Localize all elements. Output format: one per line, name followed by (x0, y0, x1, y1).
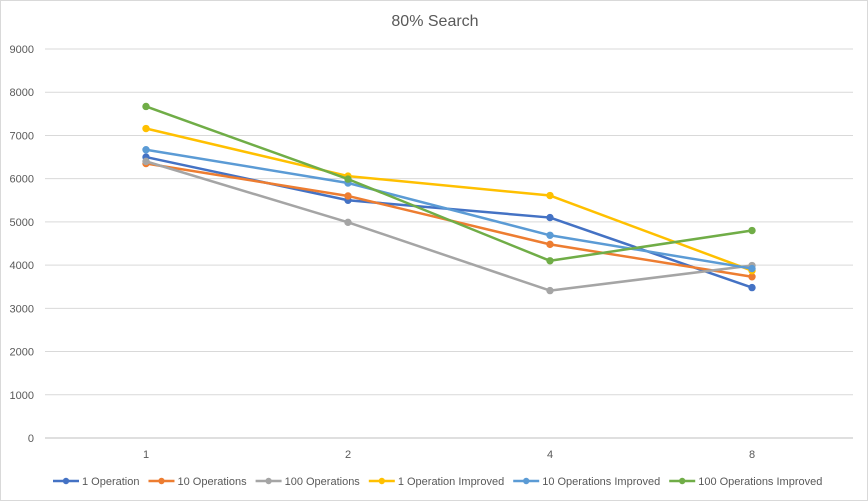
data-point (546, 231, 554, 239)
y-tick-label: 4000 (10, 260, 34, 272)
gridlines (45, 48, 853, 439)
legend-label: 100 Operations Improved (698, 476, 822, 488)
y-tick-label: 3000 (10, 303, 34, 315)
y-tick-label: 8000 (10, 87, 34, 99)
data-point (546, 213, 554, 222)
x-tick-label: 8 (749, 449, 755, 461)
y-tick-label: 5000 (10, 217, 34, 229)
y-tick-label: 2000 (10, 347, 34, 359)
chart-title: 80% Search (391, 13, 479, 30)
series-10-operations-improved (142, 146, 756, 273)
data-point (748, 283, 756, 292)
legend-marker (62, 477, 70, 485)
legend: 1 Operation 10 Operations 100 Operations 1 … (53, 476, 822, 488)
data-point (344, 175, 352, 183)
y-tick-label: 6000 (10, 174, 34, 186)
legend-label: 1 Operation Improved (398, 476, 504, 488)
series-line (144, 127, 754, 272)
legend-marker (523, 477, 530, 485)
data-point (546, 257, 554, 265)
data-point (748, 226, 756, 235)
legend-label: 10 Operations (177, 476, 247, 488)
data-point (546, 286, 554, 295)
data-point (142, 146, 150, 154)
legend-label: 1 Operation (82, 476, 139, 488)
series-line (144, 160, 754, 292)
data-point (546, 191, 554, 200)
legend-item: 1 Operation (53, 476, 139, 488)
series-lines (142, 102, 756, 295)
legend-label: 10 Operations Improved (542, 476, 660, 488)
legend-item: 10 Operations Improved (513, 476, 660, 488)
legend-marker (158, 477, 165, 485)
x-tick-label: 1 (143, 449, 149, 461)
data-point (142, 157, 150, 166)
x-tick-label: 2 (345, 449, 351, 461)
y-tick-label: 0 (28, 433, 34, 445)
y-tick-label: 1000 (10, 390, 34, 402)
data-point (344, 218, 352, 227)
series-100-operations-improved (142, 102, 756, 265)
legend-marker (378, 477, 386, 485)
x-tick-label: 4 (547, 449, 553, 461)
data-point (748, 264, 756, 273)
y-tick-label: 9000 (10, 44, 34, 56)
series-line (144, 148, 754, 270)
data-point (546, 240, 554, 249)
data-point (142, 102, 150, 111)
series-line (144, 105, 754, 263)
data-point (344, 192, 352, 200)
series-1-operation-improved (142, 124, 756, 275)
legend-marker (679, 477, 686, 485)
data-point (142, 124, 150, 133)
x-axis-ticks: 1 2 4 8 (143, 449, 755, 461)
legend-item: 10 Operations (148, 476, 247, 488)
y-tick-label: 7000 (10, 130, 34, 142)
legend-item: 1 Operation Improved (368, 476, 504, 488)
legend-item: 100 Operations Improved (669, 476, 822, 488)
data-point (748, 273, 756, 281)
legend-item: 100 Operations (255, 476, 361, 488)
legend-label: 100 Operations (285, 476, 361, 488)
legend-marker (265, 477, 272, 485)
y-axis-ticks: 0 1000 2000 3000 4000 5000 6000 7000 8000 9000 (10, 44, 34, 445)
